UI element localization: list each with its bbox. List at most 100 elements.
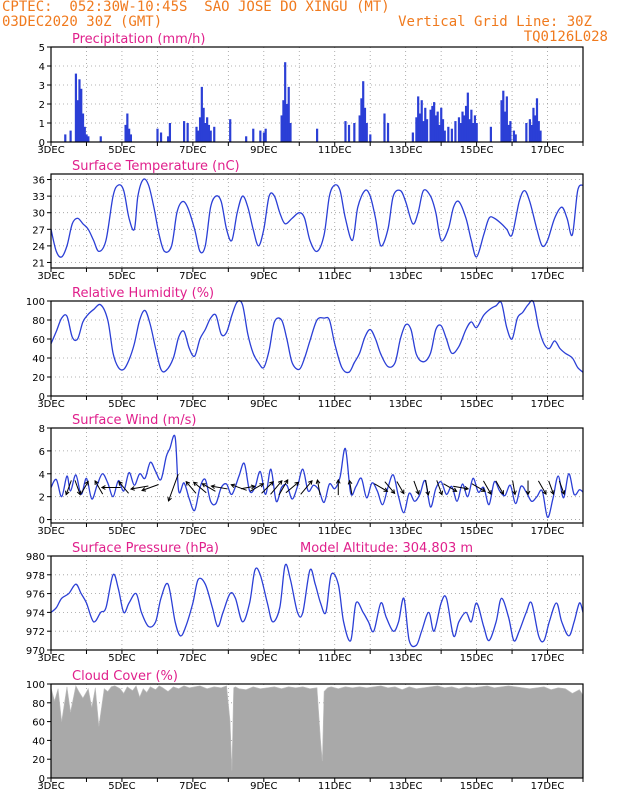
precip-bar — [76, 100, 79, 142]
precip-bar — [209, 130, 212, 142]
wind-vector-arrow — [537, 480, 547, 495]
pres-series-line — [50, 563, 584, 648]
wind-vector-arrowhead — [315, 479, 321, 484]
precip-bar — [502, 90, 505, 142]
precip-bar — [202, 107, 205, 142]
x-tick-label: 7DEC — [179, 781, 206, 792]
precip-bar — [424, 107, 427, 142]
precip-bar — [363, 107, 367, 142]
y-tick-label: 20 — [32, 755, 45, 766]
x-tick-label: 9DEC — [250, 526, 277, 537]
precip-bar — [204, 123, 207, 142]
y-tick-label: 6 — [39, 447, 45, 458]
x-tick-label: 17DEC — [531, 653, 565, 664]
header-grid-line-info: Vertical Grid Line: 30Z — [398, 14, 592, 30]
wind-vector-arrow — [396, 481, 405, 494]
y-tick-label: 80 — [32, 316, 45, 327]
precip-bar — [80, 88, 83, 142]
wind-vector-arrowhead — [438, 490, 444, 496]
wind-vector-arrowhead — [269, 480, 274, 486]
precip-bar — [383, 113, 386, 142]
wind-vector-arrowhead — [141, 487, 147, 492]
precip-bar — [197, 130, 200, 142]
x-tick-label: 9DEC — [250, 653, 277, 664]
wind-vector-arrowhead — [452, 487, 458, 492]
wind-vector-arrow — [65, 480, 72, 495]
wind-vector-arrow — [374, 483, 388, 492]
precip-bar — [443, 130, 446, 142]
panel-title: Precipitation (mm/h) — [72, 32, 205, 47]
precip-bar — [468, 119, 471, 142]
precip-bar — [195, 126, 198, 142]
panel-frame — [50, 173, 584, 269]
wind-vector-arrowhead — [487, 490, 492, 496]
y-tick-label: 1 — [39, 119, 45, 130]
x-tick-label: 5DEC — [108, 399, 135, 410]
y-tick-label: 0 — [39, 774, 45, 785]
wind-vector-arrowhead — [94, 480, 99, 485]
x-tick-label: 13DEC — [389, 145, 423, 156]
y-tick-label: 972 — [26, 627, 45, 638]
wind-vector-arrow — [193, 481, 207, 494]
precip-bar — [369, 134, 372, 142]
wind-vector-arrow — [436, 480, 443, 495]
precip-bar — [425, 119, 429, 142]
wind-vector-arrowhead — [425, 491, 431, 497]
wind-vector-arrowhead — [335, 478, 341, 484]
wind-vector-arrow — [74, 480, 81, 495]
precip-bar — [503, 111, 507, 142]
precip-bar — [464, 105, 468, 142]
precip-bar — [287, 86, 290, 142]
x-tick-label: 15DEC — [460, 781, 494, 792]
y-tick-label: 8 — [39, 424, 45, 435]
precip-bar — [289, 123, 292, 142]
x-tick-label: 11DEC — [318, 145, 352, 156]
precip-bar — [431, 105, 434, 142]
wind-vector-arrowhead — [464, 485, 470, 491]
wind-vector-arrow — [443, 483, 457, 492]
wind-vector-arrow — [495, 480, 504, 495]
precip-bar — [535, 98, 539, 142]
precip-bar — [64, 134, 67, 142]
wind-vector-arrowhead — [230, 483, 236, 489]
precip-bar — [78, 79, 81, 142]
y-tick-label: 36 — [32, 176, 45, 187]
precip-bar — [167, 136, 170, 142]
precip-bar — [534, 115, 537, 142]
rh-series-line — [50, 299, 584, 374]
wind-vector-arrowhead — [415, 490, 420, 496]
wind-vector-arrowhead — [512, 490, 517, 496]
precip-bar — [457, 117, 461, 142]
precip-bar — [438, 124, 441, 142]
x-tick-label: 13DEC — [389, 271, 423, 282]
precip-bar — [436, 111, 439, 142]
wind-vector-arrowhead — [210, 484, 216, 489]
precip-bar — [429, 109, 432, 142]
y-tick-label: 0 — [39, 392, 45, 403]
wind-vector-arrowhead — [250, 484, 256, 490]
x-tick-label: 15DEC — [460, 399, 494, 410]
x-tick-label: 17DEC — [531, 526, 565, 537]
precip-bar — [282, 100, 285, 142]
wind-vector-arrowhead — [84, 480, 89, 486]
precip-bar — [440, 107, 443, 142]
precip-bar — [505, 96, 508, 142]
y-tick-label: 60 — [32, 335, 45, 346]
panel-annotation: Model Altitude: 304.803 m — [300, 541, 473, 556]
precip-bar — [411, 132, 414, 142]
wind-vector-arrow — [211, 485, 228, 490]
panel-frame — [50, 427, 584, 524]
wind-vector-arrow — [483, 480, 492, 495]
precip-bar — [259, 130, 262, 142]
wind-vector-arrowhead — [100, 485, 106, 490]
y-tick-label: 40 — [32, 736, 45, 747]
x-tick-label: 11DEC — [318, 781, 352, 792]
x-tick-label: 11DEC — [318, 271, 352, 282]
precip-bar — [532, 107, 535, 142]
precip-bar — [466, 92, 469, 142]
precip-bar — [229, 119, 232, 142]
x-tick-label: 11DEC — [318, 526, 352, 537]
wind-vector-arrow — [94, 480, 104, 495]
precip-bar — [74, 73, 78, 142]
precip-bar — [528, 119, 531, 142]
